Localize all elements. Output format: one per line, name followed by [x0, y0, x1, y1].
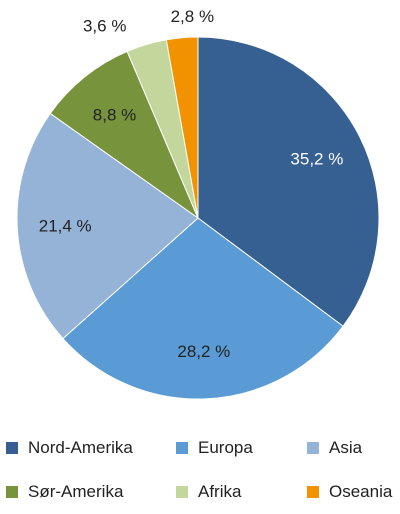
- pie-slices: [16, 36, 380, 400]
- pie-slice-asia: [16, 112, 199, 340]
- pie-label-europa: 28,2 %: [177, 342, 230, 361]
- legend: Nord-Amerika Europa Asia Sør-Amerika Afr…: [0, 428, 400, 514]
- legend-swatch-sor-amerika: [6, 486, 18, 498]
- legend-label-europa: Europa: [198, 438, 253, 457]
- legend-item-nord-amerika: Nord-Amerika: [6, 436, 133, 460]
- legend-swatch-oseania: [307, 486, 319, 498]
- legend-item-oseania: Oseania: [307, 480, 392, 504]
- legend-item-afrika: Afrika: [176, 480, 241, 504]
- legend-item-europa: Europa: [176, 436, 253, 460]
- legend-swatch-nord-amerika: [6, 442, 18, 454]
- pie-label-sor-amerika: 8,8 %: [93, 105, 136, 124]
- legend-swatch-afrika: [176, 486, 188, 498]
- pie-slice-nord-amerika: [197, 36, 380, 327]
- pie-slice-europa: [62, 217, 344, 400]
- legend-label-oseania: Oseania: [329, 482, 393, 501]
- legend-label-nord-amerika: Nord-Amerika: [28, 438, 133, 457]
- legend-item-sor-amerika: Sør-Amerika: [6, 480, 123, 504]
- pie-label-asia: 21,4 %: [39, 217, 92, 236]
- pie-slice-sor-amerika: [49, 50, 200, 220]
- pie-slice-oseania: [165, 36, 199, 219]
- pie-label-nord-amerika: 35,2 %: [290, 149, 343, 168]
- pie-label-afrika: 3,6 %: [83, 16, 126, 35]
- pie-label-oseania: 2,8 %: [171, 7, 214, 26]
- legend-swatch-europa: [176, 442, 188, 454]
- legend-swatch-asia: [307, 442, 319, 454]
- pie-chart: 35,2 % 28,2 % 21,4 % 8,8 % 3,6 % 2,8 %: [16, 7, 380, 400]
- legend-label-afrika: Afrika: [198, 482, 242, 501]
- pie-labels: 35,2 % 28,2 % 21,4 % 8,8 % 3,6 % 2,8 %: [39, 7, 344, 361]
- legend-label-sor-amerika: Sør-Amerika: [28, 482, 124, 501]
- legend-label-asia: Asia: [329, 438, 363, 457]
- legend-item-asia: Asia: [307, 436, 362, 460]
